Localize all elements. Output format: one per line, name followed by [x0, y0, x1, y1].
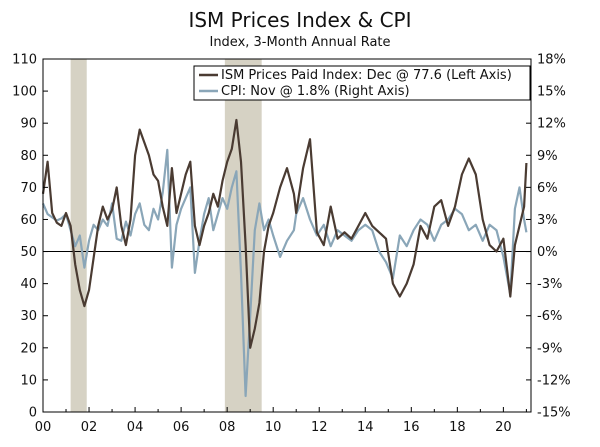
chart-title: ISM Prices Index & CPI: [188, 8, 411, 32]
series-line-cpi: [41, 148, 528, 398]
x-tick-label-04: 04: [127, 420, 144, 435]
x-tick-label-14: 14: [357, 420, 374, 435]
right-tick-label-2: -9%: [537, 341, 562, 356]
x-tick-label-06: 06: [173, 420, 190, 435]
left-tick-label-100: 100: [12, 85, 37, 100]
left-tick-label-50: 50: [20, 245, 37, 260]
right-tick-label-3: -6%: [537, 309, 562, 324]
left-tick-label-20: 20: [20, 341, 37, 356]
legend-label-ism: ISM Prices Paid Index: Dec @ 77.6 (Left …: [221, 68, 512, 83]
right-tick-label-6: 3%: [537, 213, 558, 228]
x-tick-label-00: 00: [35, 420, 52, 435]
left-tick-label-30: 30: [20, 309, 37, 324]
right-tick-label-0: -15%: [537, 406, 571, 421]
left-tick-label-110: 110: [12, 53, 37, 68]
plot-frame: [42, 58, 532, 413]
recession-bands: [70, 59, 262, 412]
left-tick-label-90: 90: [20, 117, 37, 132]
left-tick-label-40: 40: [20, 277, 37, 292]
x-tick-label-10: 10: [265, 420, 282, 435]
x-tick-label-02: 02: [81, 420, 98, 435]
left-tick-label-70: 70: [20, 181, 37, 196]
series-layer: [41, 118, 528, 398]
right-tick-label-10: 15%: [537, 85, 566, 100]
left-tick-label-60: 60: [20, 213, 37, 228]
legend: ISM Prices Paid Index: Dec @ 77.6 (Left …: [193, 65, 531, 101]
legend-box: [193, 65, 531, 101]
x-tick-label-18: 18: [449, 420, 466, 435]
left-tick-label-0: 0: [29, 406, 37, 421]
axes: 0 10 20 30 40 50 60 70 80 90 100 110 -15% -12% -9% -6% -…: [12, 53, 570, 436]
chart-subtitle: Index, 3-Month Annual Rate: [209, 35, 390, 50]
x-tick-label-20: 20: [495, 420, 512, 435]
right-tick-label-5: 0%: [537, 245, 558, 260]
x-tick-label-08: 08: [219, 420, 236, 435]
series-line-ism: [41, 118, 528, 349]
right-tick-label-11: 18%: [537, 53, 566, 68]
left-tick-label-80: 80: [20, 149, 37, 164]
right-tick-label-8: 9%: [537, 149, 558, 164]
right-tick-label-1: -12%: [537, 373, 571, 388]
right-tick-label-9: 12%: [537, 117, 566, 132]
right-tick-label-7: 6%: [537, 181, 558, 196]
right-tick-label-4: -3%: [537, 277, 562, 292]
left-tick-label-10: 10: [20, 373, 37, 388]
legend-label-cpi: CPI: Nov @ 1.8% (Right Axis): [221, 84, 410, 99]
x-tick-label-16: 16: [403, 420, 420, 435]
x-tick-label-12: 12: [311, 420, 328, 435]
